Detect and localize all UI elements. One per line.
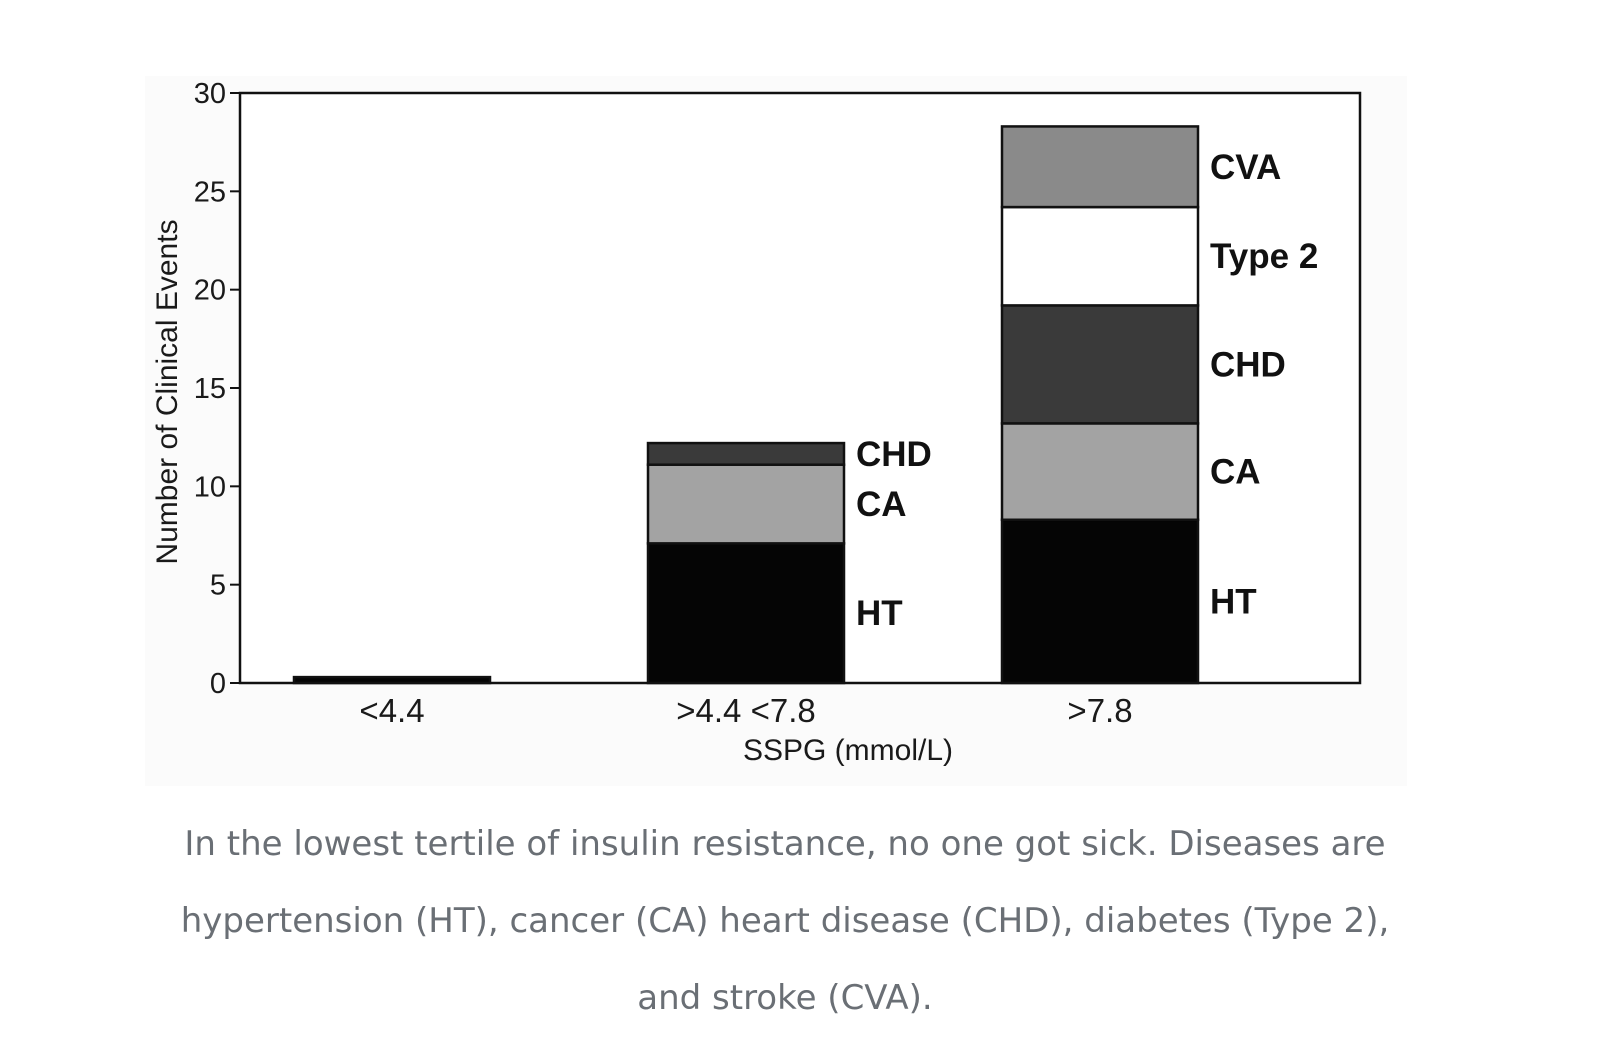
- bar-1-ca: [646, 463, 846, 545]
- y-axis-ticks: 0 5 10 15 20 25 30: [194, 78, 240, 700]
- segment-label-1-ht: HT: [856, 594, 903, 633]
- bar-2-ht: [1000, 518, 1200, 685]
- bar-2-chd: [1000, 304, 1200, 425]
- segment-label-2-cva: CVA: [1210, 148, 1281, 187]
- y-tick-label-30: 30: [194, 78, 226, 110]
- stacked-bar-chart: 0 5 10 15 20 25 30 HT CA CHD HT CA CHD Type 2 CVA <4.…: [151, 78, 1362, 767]
- y-tick-label-25: 25: [194, 176, 226, 208]
- y-tick-label-15: 15: [194, 373, 226, 405]
- y-tick-label-0: 0: [210, 668, 226, 700]
- segment-label-2-ca: CA: [1210, 453, 1261, 492]
- x-tick-label-0: <4.4: [359, 692, 424, 729]
- bar-2-ca: [1000, 422, 1200, 522]
- x-tick-label-1: >4.4 <7.8: [676, 692, 815, 729]
- y-tick-label-20: 20: [194, 275, 226, 307]
- bar-2-type-2: [1000, 205, 1200, 307]
- figure-caption: In the lowest tertile of insulin resista…: [180, 824, 1390, 1018]
- y-tick-label-10: 10: [194, 471, 226, 503]
- x-axis-title: SSPG (mmol/L): [743, 734, 953, 767]
- bar-1-ht: [646, 542, 846, 685]
- y-tick-label-5: 5: [210, 570, 226, 602]
- segment-label-1-chd: CHD: [856, 435, 932, 474]
- x-tick-label-2: >7.8: [1067, 692, 1132, 729]
- segment-label-2-chd: CHD: [1210, 345, 1286, 384]
- bar-0-ht: [292, 675, 492, 685]
- segment-label-1-ca: CA: [856, 485, 907, 524]
- y-axis-title: Number of Clinical Events: [151, 219, 184, 564]
- x-axis-tick-labels: <4.4 >4.4 <7.8 >7.8: [359, 692, 1132, 729]
- segment-label-2-ht: HT: [1210, 582, 1257, 621]
- segment-label-2-type-2: Type 2: [1210, 237, 1318, 276]
- bar-2-cva: [1000, 125, 1200, 209]
- bars-group: HT CA CHD HT CA CHD Type 2 CVA: [292, 125, 1318, 685]
- bar-1-chd: [646, 441, 846, 466]
